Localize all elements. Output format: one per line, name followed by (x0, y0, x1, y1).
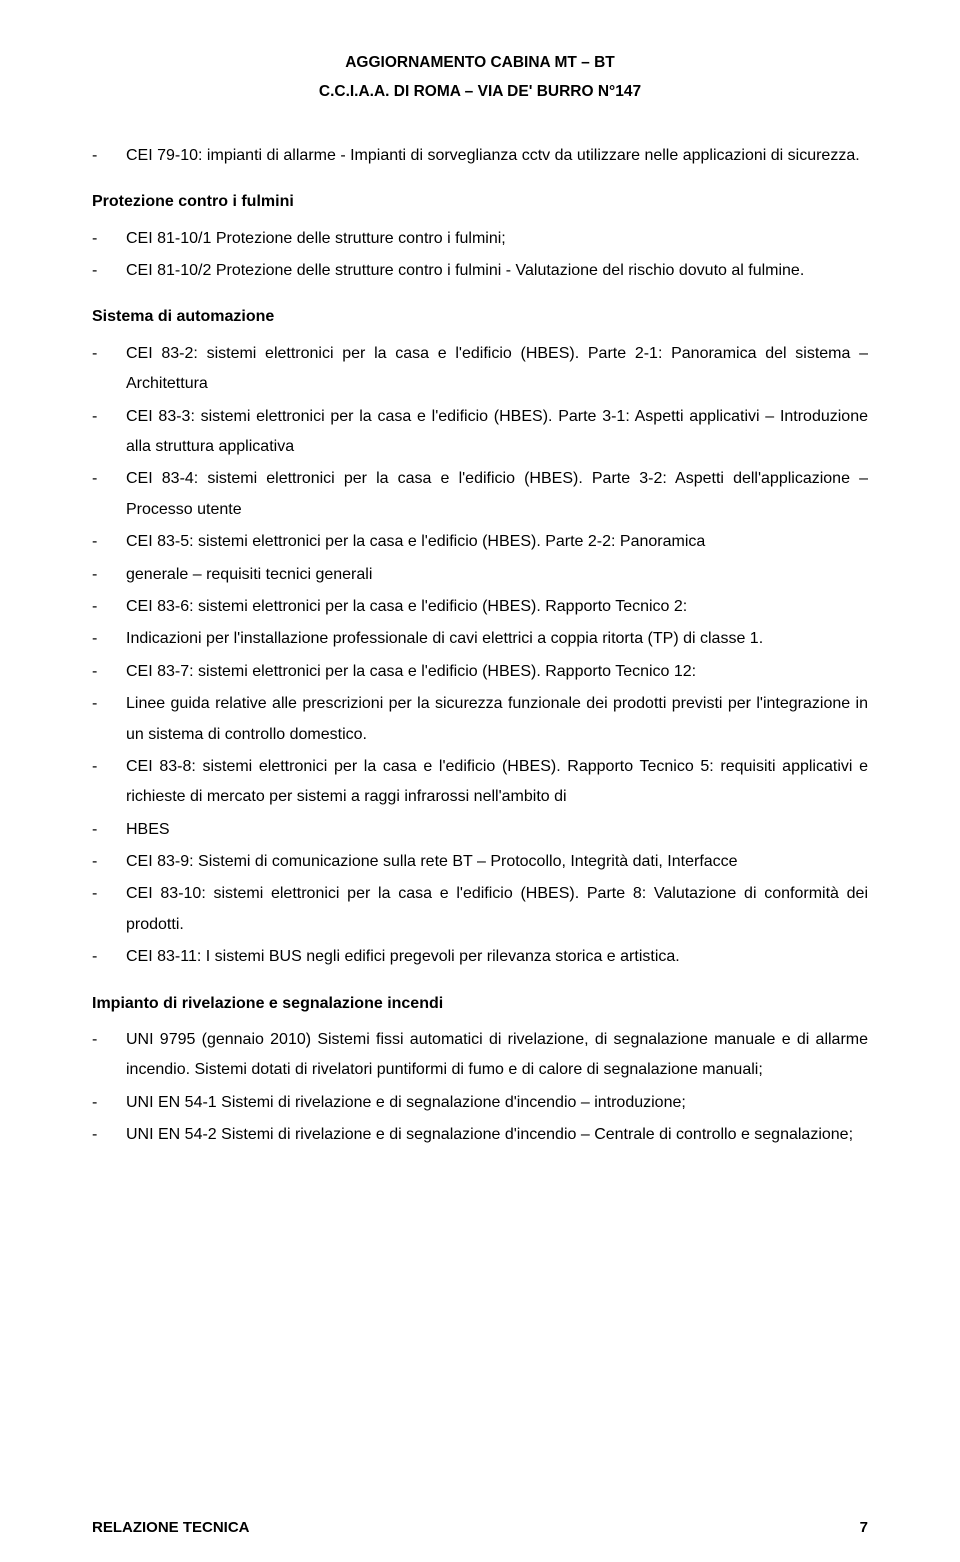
list-item: CEI 81-10/2 Protezione delle strutture c… (92, 256, 868, 286)
document-page: AGGIORNAMENTO CABINA MT – BT C.C.I.A.A. … (0, 0, 960, 1562)
page-header: AGGIORNAMENTO CABINA MT – BT C.C.I.A.A. … (92, 48, 868, 107)
list-item: CEI 83-11: I sistemi BUS negli edifici p… (92, 942, 868, 972)
list-item: CEI 79-10: impianti di allarme - Impiant… (92, 141, 868, 171)
list-item: CEI 83-8: sistemi elettronici per la cas… (92, 752, 868, 813)
list-item: CEI 83-9: Sistemi di comunicazione sulla… (92, 847, 868, 877)
section-title-automazione: Sistema di automazione (92, 302, 868, 332)
list-item: UNI EN 54-1 Sistemi di rivelazione e di … (92, 1088, 868, 1118)
list-item: CEI 83-10: sistemi elettronici per la ca… (92, 879, 868, 940)
footer-page-number: 7 (860, 1519, 868, 1536)
list-item: Indicazioni per l'installazione professi… (92, 624, 868, 654)
document-body: CEI 79-10: impianti di allarme - Impiant… (92, 141, 868, 1151)
list-item: CEI 81-10/1 Protezione delle strutture c… (92, 224, 868, 254)
list-item: HBES (92, 815, 868, 845)
list-item: CEI 83-5: sistemi elettronici per la cas… (92, 527, 868, 557)
header-line-1: AGGIORNAMENTO CABINA MT – BT (92, 48, 868, 77)
list-item: CEI 83-7: sistemi elettronici per la cas… (92, 657, 868, 687)
list-item: CEI 83-2: sistemi elettronici per la cas… (92, 339, 868, 400)
incendi-list: UNI 9795 (gennaio 2010) Sistemi fissi au… (92, 1025, 868, 1151)
automazione-list: CEI 83-2: sistemi elettronici per la cas… (92, 339, 868, 973)
section-title-incendi: Impianto di rivelazione e segnalazione i… (92, 989, 868, 1019)
list-item: generale – requisiti tecnici generali (92, 560, 868, 590)
list-item: CEI 83-6: sistemi elettronici per la cas… (92, 592, 868, 622)
footer-left: RELAZIONE TECNICA (92, 1519, 250, 1536)
list-item: UNI 9795 (gennaio 2010) Sistemi fissi au… (92, 1025, 868, 1086)
page-footer: RELAZIONE TECNICA 7 (92, 1519, 868, 1536)
intro-list: CEI 79-10: impianti di allarme - Impiant… (92, 141, 868, 171)
list-item: UNI EN 54-2 Sistemi di rivelazione e di … (92, 1120, 868, 1150)
list-item: CEI 83-3: sistemi elettronici per la cas… (92, 402, 868, 463)
section-title-fulmini: Protezione contro i fulmini (92, 187, 868, 217)
header-line-2: C.C.I.A.A. DI ROMA – VIA DE' BURRO N°147 (92, 77, 868, 106)
list-item: CEI 83-4: sistemi elettronici per la cas… (92, 464, 868, 525)
fulmini-list: CEI 81-10/1 Protezione delle strutture c… (92, 224, 868, 287)
list-item: Linee guida relative alle prescrizioni p… (92, 689, 868, 750)
